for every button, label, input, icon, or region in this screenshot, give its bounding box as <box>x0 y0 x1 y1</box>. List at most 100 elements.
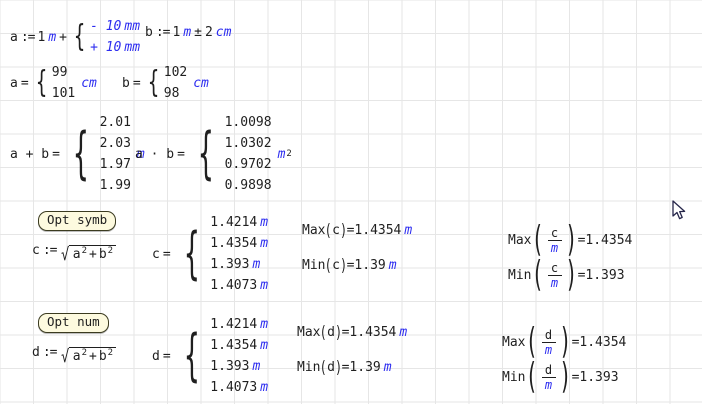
paren-close-icon: ) <box>341 256 346 276</box>
product-row: 1.0098 <box>224 115 272 130</box>
normalized-min-c-value: 1.393 <box>585 267 625 283</box>
stat-max-c[interactable]: Max ( c ) = 1.4354 m <box>302 221 413 240</box>
product-unit: m <box>277 146 286 162</box>
brace-open-icon: { <box>197 121 214 186</box>
d-result-vector: { 1.4214 m 1.4354 m 1.393 m 1.4073 m <box>174 314 268 398</box>
definition-b[interactable]: b := 1 m ± 2 cm <box>145 23 231 39</box>
fraction-bar <box>541 376 556 378</box>
radicand-term-b: b <box>98 349 107 364</box>
paren-close-icon: ) <box>336 323 341 343</box>
radicand-term-a: a <box>72 247 81 262</box>
d-result-row: 1.4214 <box>210 317 258 332</box>
paren-open-icon: ( <box>534 254 543 295</box>
normalized-max-d-value: 1.4354 <box>579 334 627 350</box>
min-c-argument: c <box>332 258 340 273</box>
evaluation-c[interactable]: c = { 1.4214 m 1.4354 m 1.393 m 1.4073 m <box>152 212 268 296</box>
eval-a-vector: { 99 101 cm <box>32 62 97 104</box>
equals-operator: = <box>162 348 171 364</box>
equals-operator: = <box>177 146 185 162</box>
c-result-vector: { 1.4214 m 1.4354 m 1.393 m 1.4073 m <box>174 212 268 296</box>
c-result-unit: m <box>260 278 269 293</box>
a-base-unit: m <box>48 29 57 45</box>
normalized-min-c[interactable]: Min ( c m ) = 1.393 <box>508 257 625 293</box>
c-result-unit: m <box>252 257 261 272</box>
min-c-unit: m <box>388 258 397 273</box>
paren-open-icon: ( <box>534 219 543 260</box>
definition-c[interactable]: c := √ a2 + b2 <box>32 240 117 264</box>
definition-a[interactable]: a := 1 m + { - 10 mm + 10 mm <box>10 16 140 58</box>
sum-row: 1.99 <box>99 178 131 193</box>
equals-operator: = <box>132 75 141 91</box>
paren-open-icon: ( <box>326 256 332 276</box>
radicand-term-b: b <box>98 247 107 262</box>
fraction-denominator: m <box>544 377 553 392</box>
fraction-c-over-m: c m <box>546 262 564 289</box>
fraction-bar <box>547 274 562 276</box>
stat-min-c[interactable]: Min ( c ) = 1.39 m <box>302 256 397 276</box>
radicand-exp-b: 2 <box>107 347 114 358</box>
evaluation-a[interactable]: a = { 99 101 cm <box>10 62 97 104</box>
fraction-numerator: c <box>550 260 559 275</box>
b-unit: m <box>183 25 192 40</box>
normalized-max-c[interactable]: Max ( c m ) = 1.4354 <box>508 222 632 258</box>
max-function-label: Max <box>502 334 526 350</box>
stat-max-d[interactable]: Max ( d ) = 1.4354 m <box>297 323 408 343</box>
var-b-label: b <box>145 25 153 40</box>
tolerance-row: + 10 mm <box>90 37 140 58</box>
eval-b-lhs: b <box>122 75 130 91</box>
d-lhs: d <box>32 344 40 360</box>
max-function-label: Max <box>302 223 326 238</box>
paren-open-icon: ( <box>321 358 327 378</box>
c-result-lhs: c <box>152 246 160 262</box>
d-result-row: 1.4073 <box>210 380 258 395</box>
min-c-value: 1.39 <box>354 258 386 273</box>
sqrt-expression-d: √ a2 + b2 <box>59 342 117 366</box>
normalized-min-d-value: 1.393 <box>579 369 619 385</box>
paren-close-icon: ) <box>336 358 341 378</box>
evaluation-d[interactable]: d = { 1.4214 m 1.4354 m 1.393 m 1.4073 m <box>152 314 268 398</box>
a-tolerance-high: + 10 <box>90 40 122 55</box>
normalized-max-d[interactable]: Max ( d m ) = 1.4354 <box>502 324 626 360</box>
product-row: 0.9702 <box>224 157 272 172</box>
max-c-argument: c <box>332 223 340 238</box>
fraction-c-over-m: c m <box>546 227 564 254</box>
badge-label: Opt symb <box>38 211 117 231</box>
assign-operator-d: := <box>42 344 58 360</box>
evaluation-sum[interactable]: a + b = { 2.01 2.03 1.97 1.99 m <box>10 112 145 196</box>
max-c-unit: m <box>404 223 413 238</box>
a-tolerance-low-unit: mm <box>124 19 141 34</box>
sum-row: 1.97 <box>99 157 131 172</box>
max-d-unit: m <box>399 325 408 340</box>
equals-operator: = <box>346 258 355 273</box>
evaluation-b[interactable]: b = { 102 98 cm <box>122 62 209 104</box>
paren-open-icon: ( <box>528 356 537 397</box>
equals-operator: = <box>577 267 586 283</box>
sum-lhs: a + b <box>10 146 50 162</box>
assign-operator-c: := <box>42 242 58 258</box>
normalized-min-d[interactable]: Min ( d m ) = 1.393 <box>502 359 619 395</box>
c-result-row: 1.393 <box>210 257 250 272</box>
d-result-row: 1.4354 <box>210 338 258 353</box>
stat-min-d[interactable]: Min ( d ) = 1.39 m <box>297 358 392 378</box>
sqrt-expression-c: √ a2 + b2 <box>59 240 117 264</box>
min-d-value: 1.39 <box>349 360 381 375</box>
badge-opt-num[interactable]: Opt num <box>38 313 109 333</box>
c-result-row: 1.4214 <box>210 215 258 230</box>
assign-operator-b: := <box>155 25 171 40</box>
paren-close-icon: ) <box>560 356 569 397</box>
eval-a-row: 101 <box>51 86 76 101</box>
d-result-unit: m <box>260 317 269 332</box>
radicand-exp-a: 2 <box>81 245 87 256</box>
paren-close-icon: ) <box>566 254 575 295</box>
fraction-denominator: m <box>550 275 559 290</box>
equals-operator: = <box>20 75 29 91</box>
brace-open-icon: { <box>147 65 160 100</box>
max-function-label: Max <box>297 325 321 340</box>
badge-opt-symb[interactable]: Opt symb <box>38 211 117 231</box>
eval-b-unit: cm <box>193 75 209 91</box>
definition-d[interactable]: d := √ a2 + b2 <box>32 342 117 366</box>
fraction-numerator: d <box>544 327 553 342</box>
